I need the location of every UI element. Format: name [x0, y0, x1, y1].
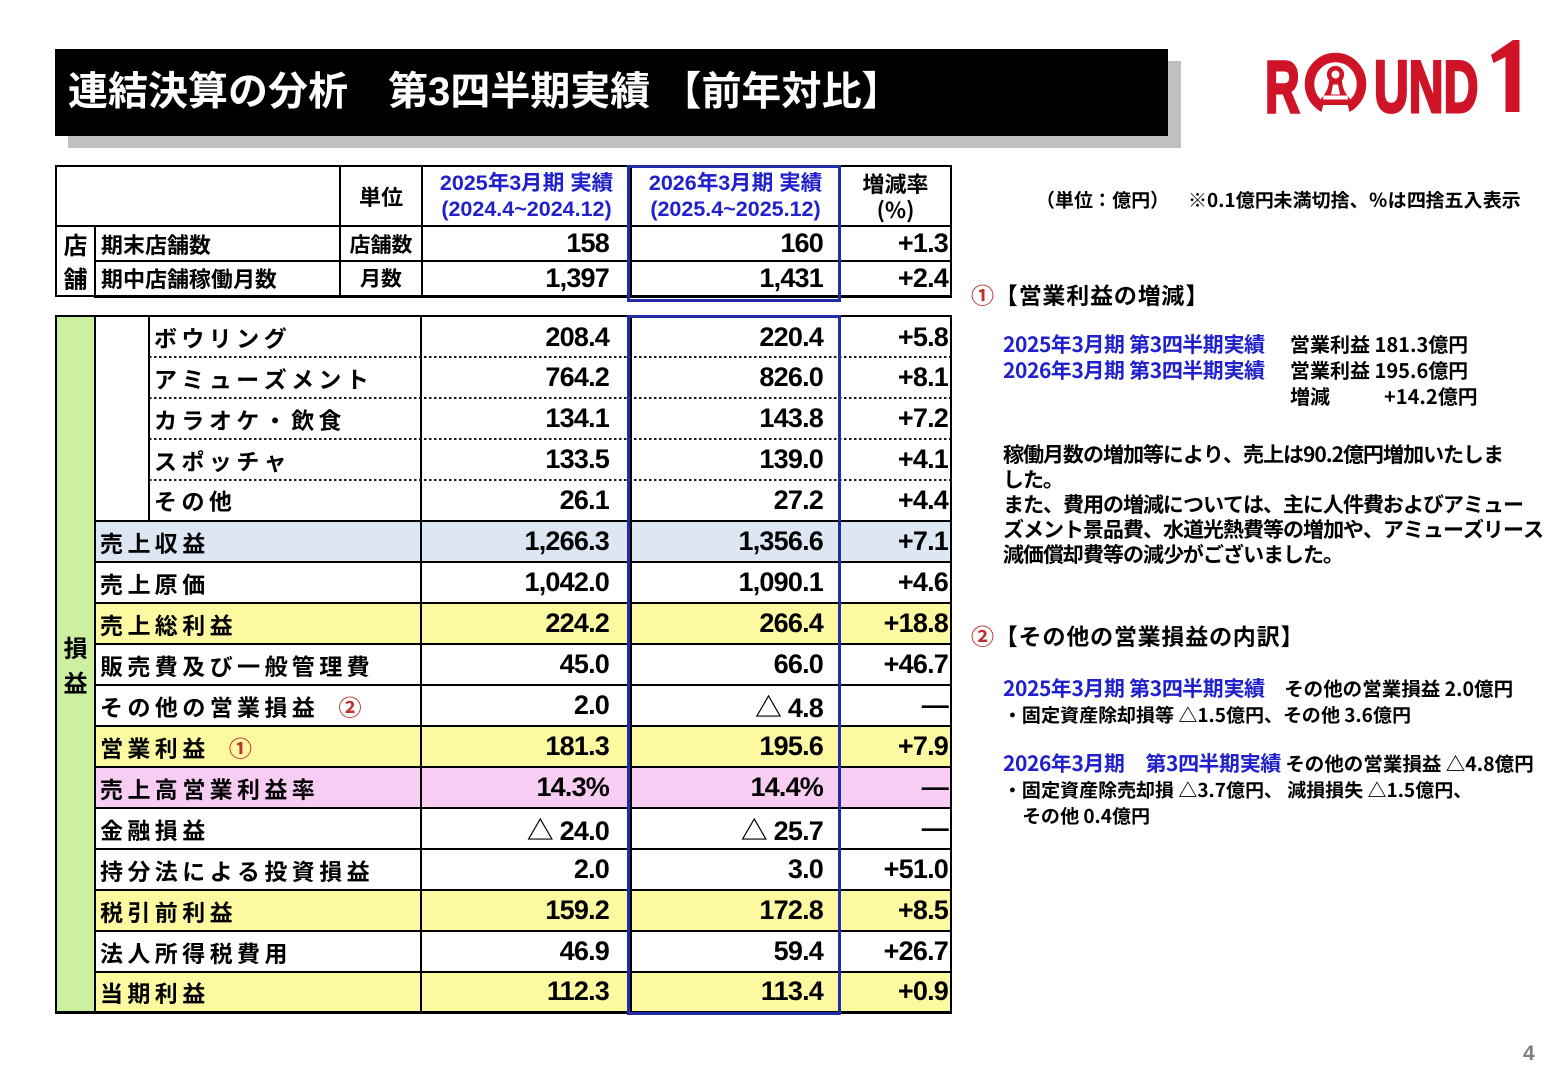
svg-text:R: R [1265, 47, 1300, 118]
svg-text:UND: UND [1374, 47, 1478, 118]
